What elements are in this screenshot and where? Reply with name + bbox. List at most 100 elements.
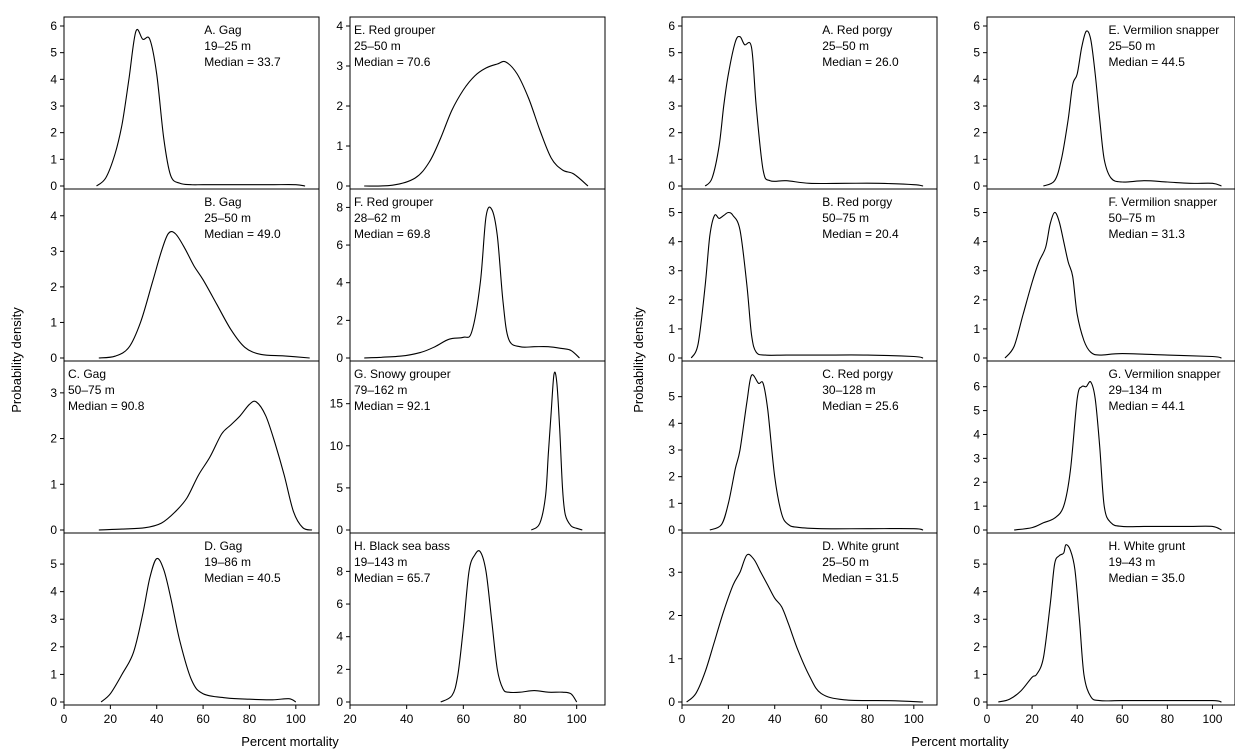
- y-tick-label: 1: [668, 652, 675, 666]
- panel-median: Median = 92.1: [354, 399, 431, 413]
- panel-title: G. Vermilion snapper: [1109, 367, 1221, 381]
- y-tick-label: 3: [336, 59, 343, 73]
- density-curve: [686, 553, 924, 703]
- y-tick-label: 3: [973, 612, 980, 626]
- density-curve: [364, 60, 589, 187]
- y-tick-label: 4: [973, 585, 980, 599]
- y-tick-label: 5: [668, 206, 675, 220]
- x-tick-label: 20: [1025, 712, 1039, 726]
- y-tick-label: 6: [336, 238, 343, 252]
- y-tick-label: 3: [973, 451, 980, 465]
- panel-vermilion-snapper-e: 0 1 2 3 4 5 6 E. Vermilion snapper 25–50 m Median…: [973, 16, 1235, 193]
- y-tick-label: 8: [336, 200, 343, 214]
- x-tick-label: 60: [814, 712, 828, 726]
- y-tick-label: 1: [668, 152, 675, 166]
- y-tick-label: 0: [668, 351, 675, 365]
- panel-title: A. Red porgy: [822, 23, 892, 37]
- y-tick-label: 4: [50, 209, 57, 223]
- panel-gag-c: 0 1 2 3 C. Gag 50–75 m Median = 90.8: [50, 360, 320, 537]
- x-tick-label: 80: [513, 712, 527, 726]
- y-tick-label: 2: [336, 99, 343, 113]
- density-curve: [709, 374, 924, 531]
- panel-frame: [681, 16, 938, 190]
- y-tick-label: 15: [330, 397, 344, 411]
- x-tick-label: 0: [679, 712, 686, 726]
- y-tick-label: 4: [973, 72, 980, 86]
- panel-median: Median = 90.8: [68, 399, 145, 413]
- x-tick-label: 40: [400, 712, 414, 726]
- panel-frame: [681, 188, 938, 362]
- y-tick-label: 1: [336, 139, 343, 153]
- density-curve: [704, 35, 924, 187]
- y-tick-label: 5: [668, 46, 675, 60]
- y-tick-label: 4: [336, 630, 343, 644]
- panel-depth: 19–143 m: [354, 555, 407, 569]
- x-tick-label: 60: [1116, 712, 1130, 726]
- x-tick-label: 40: [768, 712, 782, 726]
- y-tick-label: 1: [973, 322, 980, 336]
- y-tick-label: 1: [973, 499, 980, 513]
- panel-title: H. White grunt: [1109, 539, 1186, 553]
- y-tick-label: 0: [668, 695, 675, 709]
- panel-depth: 25–50 m: [822, 39, 869, 53]
- x-tick-label: 80: [1161, 712, 1175, 726]
- y-tick-label: 1: [50, 667, 57, 681]
- group2-xlabel: Percent mortality: [911, 734, 1009, 749]
- y-tick-label: 2: [336, 313, 343, 327]
- density-curve: [100, 557, 297, 703]
- y-tick-label: 2: [668, 470, 675, 484]
- x-tick-label: 100: [286, 712, 306, 726]
- y-tick-label: 0: [50, 695, 57, 709]
- y-tick-label: 6: [668, 19, 675, 33]
- y-tick-label: 3: [668, 565, 675, 579]
- x-tick-label: 20: [343, 712, 357, 726]
- y-tick-label: 2: [668, 293, 675, 307]
- y-tick-label: 1: [50, 477, 57, 491]
- y-tick-label: 4: [50, 72, 57, 86]
- panel-median: Median = 33.7: [204, 55, 281, 69]
- panel-red-grouper-f: 0 2 4 6 8 F. Red grouper 28–62 m Median = 69.8: [336, 188, 606, 365]
- y-tick-label: 0: [336, 523, 343, 537]
- y-tick-label: 3: [973, 99, 980, 113]
- density-curve: [530, 371, 583, 531]
- y-tick-label: 0: [50, 523, 57, 537]
- y-tick-label: 3: [50, 244, 57, 258]
- y-tick-label: 3: [668, 99, 675, 113]
- y-tick-label: 2: [50, 126, 57, 140]
- y-tick-label: 0: [973, 695, 980, 709]
- x-tick-label: 60: [457, 712, 471, 726]
- panel-depth: 50–75 m: [68, 383, 115, 397]
- y-tick-label: 8: [336, 564, 343, 578]
- y-tick-label: 10: [330, 439, 344, 453]
- y-tick-label: 6: [336, 597, 343, 611]
- group1-xlabel: Percent mortality: [241, 734, 339, 749]
- y-tick-label: 0: [668, 523, 675, 537]
- density-curve: [690, 211, 924, 359]
- panel-median: Median = 65.7: [354, 571, 431, 585]
- y-tick-label: 3: [50, 386, 57, 400]
- panel-black-sea-bass-h: 0 2 4 6 8 20 40 60 80 100 H. Black sea bass 19–143 …: [336, 532, 606, 726]
- density-curve: [96, 29, 306, 187]
- panel-frame: [681, 360, 938, 534]
- panel-red-porgy-b: 0 1 2 3 4 5 B. Red porgy 50–75 m Median = 20.4: [668, 188, 938, 365]
- panel-depth: 25–50 m: [354, 39, 401, 53]
- y-tick-label: 0: [668, 179, 675, 193]
- x-tick-label: 20: [104, 712, 118, 726]
- panel-median: Median = 49.0: [204, 227, 281, 241]
- panel-depth: 19–43 m: [1109, 555, 1156, 569]
- y-tick-label: 6: [973, 19, 980, 33]
- panel-depth: 25–50 m: [822, 555, 869, 569]
- y-tick-label: 4: [336, 19, 343, 33]
- panel-median: Median = 25.6: [822, 399, 899, 413]
- panel-median: Median = 20.4: [822, 227, 899, 241]
- density-curve: [98, 231, 310, 359]
- density-curve: [1043, 30, 1222, 187]
- x-tick-label: 60: [196, 712, 210, 726]
- density-curve: [1004, 211, 1222, 359]
- y-tick-label: 2: [50, 432, 57, 446]
- panel-title: D. Gag: [204, 539, 242, 553]
- x-tick-label: 100: [1202, 712, 1222, 726]
- y-tick-label: 3: [668, 443, 675, 457]
- panel-median: Median = 31.3: [1109, 227, 1186, 241]
